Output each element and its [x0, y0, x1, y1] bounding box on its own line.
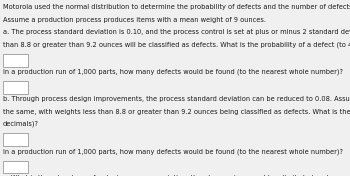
FancyBboxPatch shape: [3, 133, 28, 146]
Text: c. What is the advantage of reducing process variation, thereby causing a proble: c. What is the advantage of reducing pro…: [3, 175, 350, 176]
Text: decimals)?: decimals)?: [3, 121, 39, 127]
FancyBboxPatch shape: [3, 54, 28, 67]
Text: In a production run of 1,000 parts, how many defects would be found (to the near: In a production run of 1,000 parts, how …: [3, 69, 343, 76]
FancyBboxPatch shape: [3, 81, 28, 94]
Text: a. The process standard deviation is 0.10, and the process control is set at plu: a. The process standard deviation is 0.1…: [3, 29, 350, 35]
Text: Motorola used the normal distribution to determine the probability of defects an: Motorola used the normal distribution to…: [3, 4, 350, 10]
Text: b. Through process design improvements, the process standard deviation can be re: b. Through process design improvements, …: [3, 96, 350, 102]
Text: In a production run of 1,000 parts, how many defects would be found (to the near: In a production run of 1,000 parts, how …: [3, 148, 343, 155]
Text: Assume a production process produces items with a mean weight of 9 ounces.: Assume a production process produces ite…: [3, 17, 266, 23]
Text: the same, with weights less than 8.8 or greater than 9.2 ounces being classified: the same, with weights less than 8.8 or …: [3, 108, 350, 115]
Text: than 8.8 or greater than 9.2 ounces will be classified as defects. What is the p: than 8.8 or greater than 9.2 ounces will…: [3, 42, 350, 48]
FancyBboxPatch shape: [3, 161, 28, 173]
